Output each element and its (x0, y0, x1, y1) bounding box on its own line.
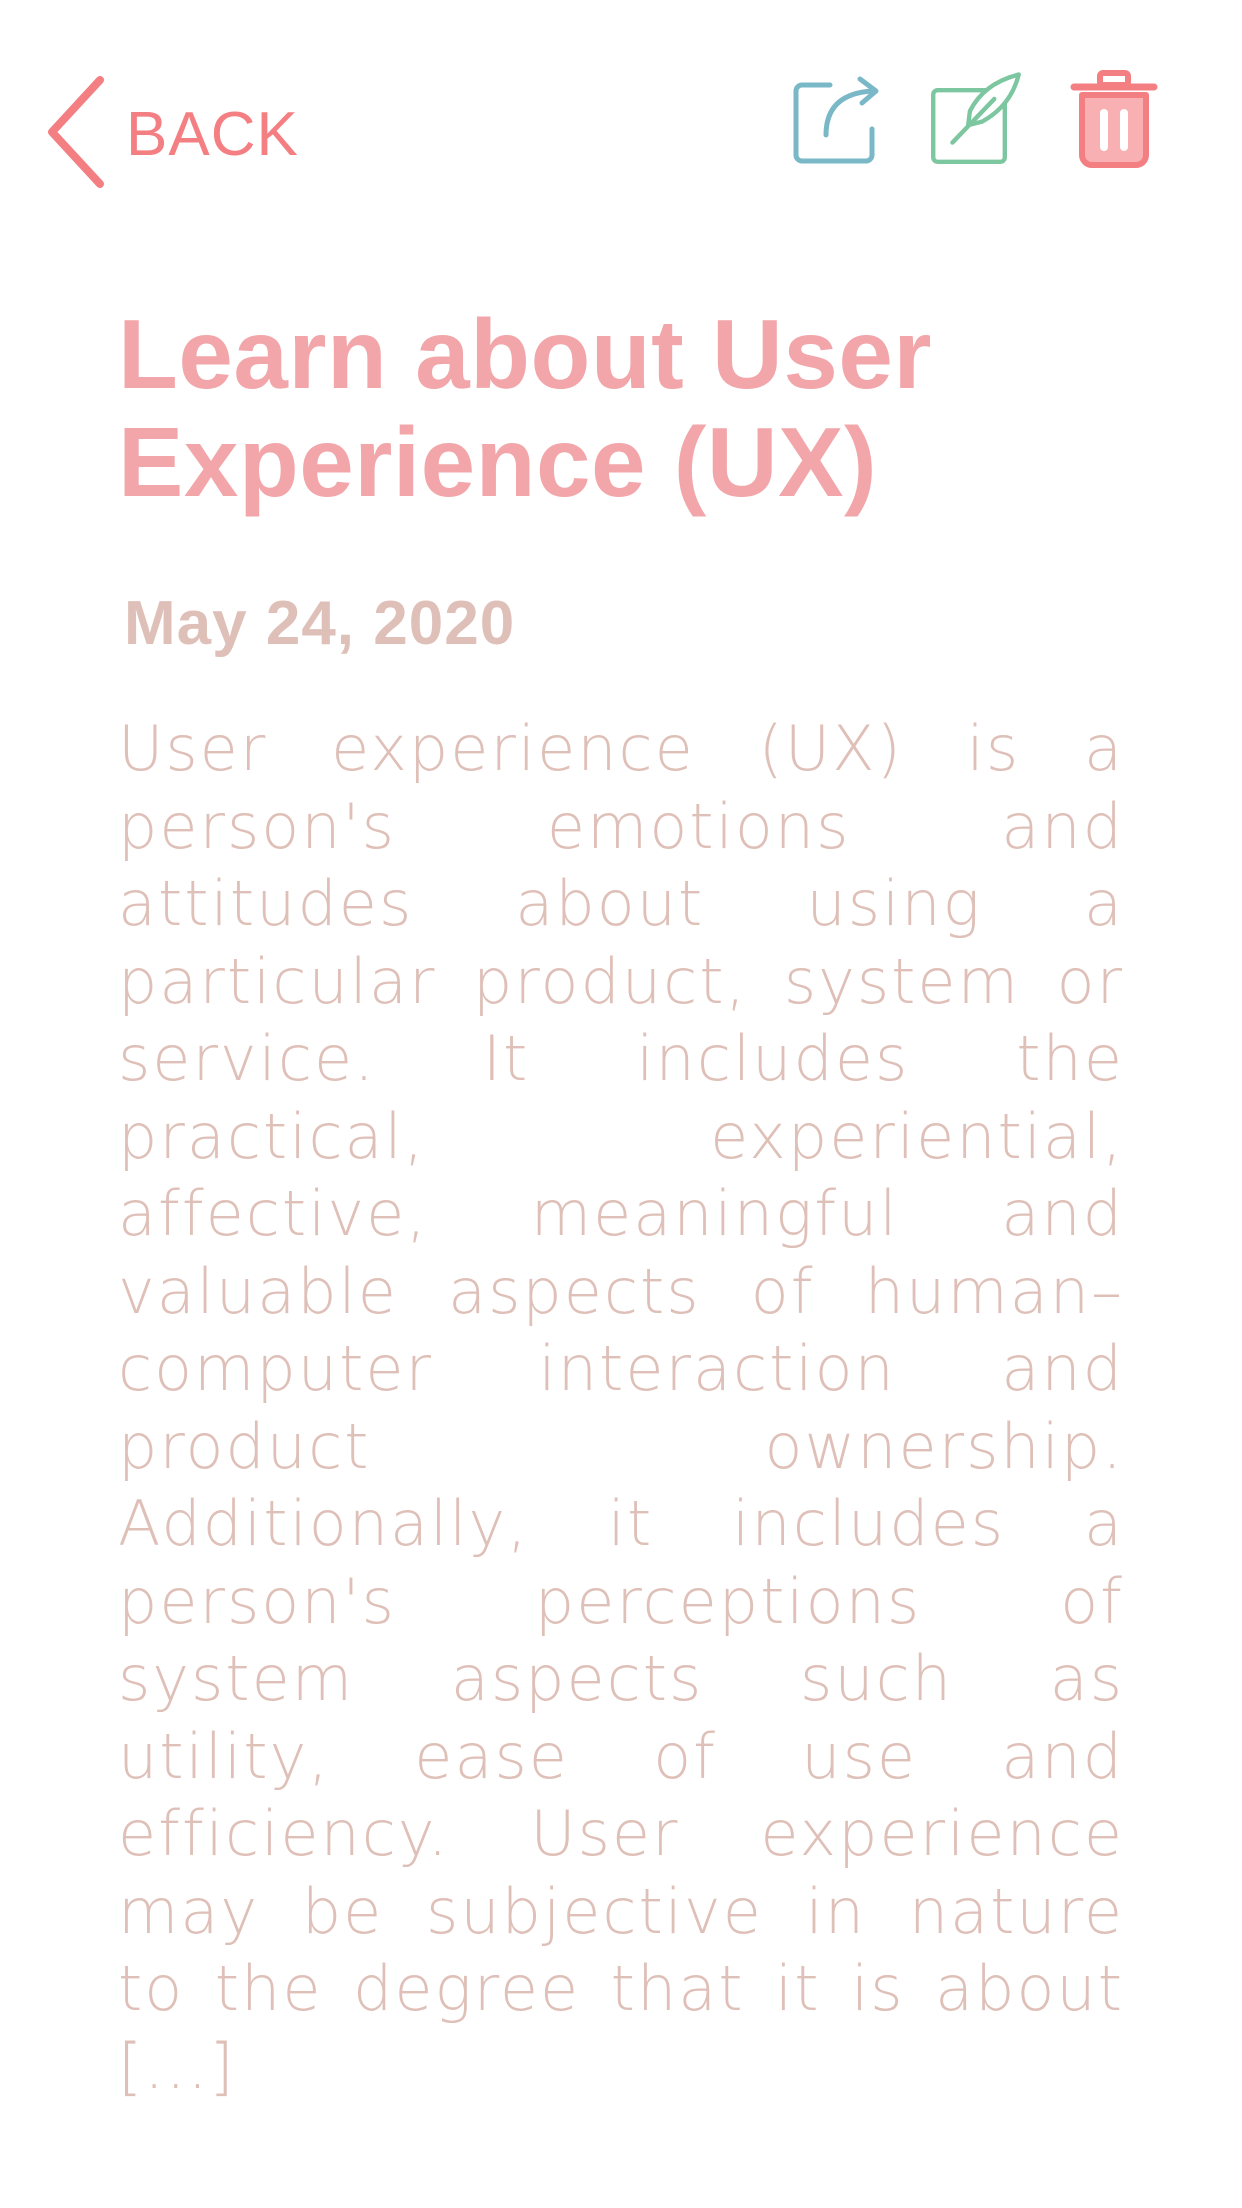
note-title: Learn about User Experience (UX) (118, 299, 932, 517)
note-body: User experience (UX) is a person's emoti… (118, 712, 1124, 2103)
share-button[interactable] (790, 64, 886, 174)
note-date: May 24, 2020 (124, 589, 516, 658)
edit-quill-icon (931, 72, 1021, 164)
top-bar: BACK (0, 0, 1242, 240)
trash-icon (1070, 70, 1158, 168)
back-label: BACK (126, 100, 299, 169)
edit-button[interactable] (928, 64, 1024, 174)
chevron-left-icon (48, 76, 104, 188)
share-icon (793, 76, 879, 164)
note-actions (790, 64, 1162, 174)
back-button[interactable]: BACK (44, 72, 299, 192)
delete-button[interactable] (1066, 64, 1162, 174)
